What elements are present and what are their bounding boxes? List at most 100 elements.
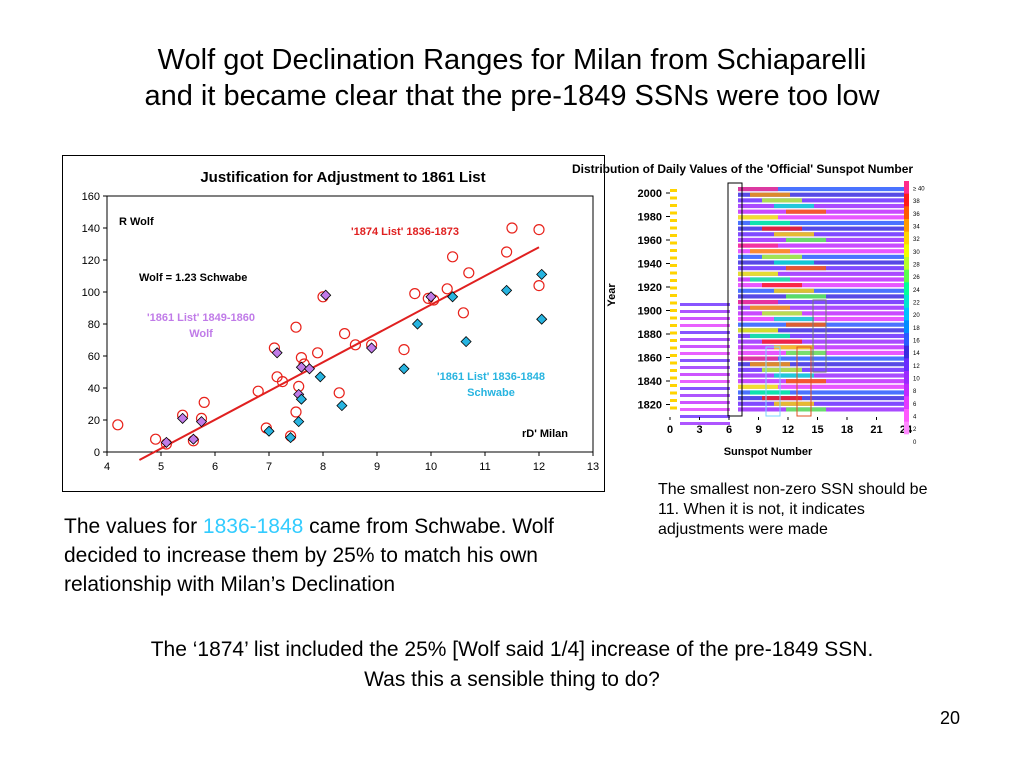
heatmap-band bbox=[738, 401, 904, 406]
fit-line bbox=[138, 246, 540, 461]
data-point-diamond-1861 bbox=[187, 433, 199, 445]
data-point-circle bbox=[441, 283, 453, 295]
heatmap-band bbox=[738, 316, 904, 322]
colorbar-segment bbox=[904, 244, 909, 258]
colorbar-segment bbox=[904, 383, 909, 397]
data-point-circle bbox=[398, 344, 410, 356]
heatmap-zero-marks bbox=[670, 264, 677, 267]
label-1861-wolf-line1: '1861 List' 1849-1860 bbox=[147, 312, 255, 324]
data-point-diamond-schwabe bbox=[336, 400, 348, 412]
bottom-line-1: The ‘1874’ list included the 25% [Wolf s… bbox=[150, 638, 874, 661]
heatmap-band-sparse bbox=[680, 324, 730, 327]
heatmap-x-tick-label: 3 bbox=[696, 424, 702, 436]
data-point-circle bbox=[295, 352, 307, 364]
heatmap-x-tick-label: 18 bbox=[841, 424, 853, 436]
body-text-part1: The values for bbox=[64, 515, 203, 538]
heatmap-band bbox=[738, 328, 904, 333]
heatmap-band-hot bbox=[774, 316, 814, 322]
heatmap-y-tick-label: 1860 bbox=[638, 353, 662, 365]
data-point-diamond-1861 bbox=[271, 347, 283, 359]
heatmap-band-sparse bbox=[680, 387, 730, 390]
heatmap-band-hot bbox=[738, 384, 778, 389]
heatmap-band bbox=[738, 367, 904, 372]
colorbar-tick-label: 12 bbox=[913, 364, 920, 370]
heatmap-band-hot bbox=[786, 350, 826, 355]
heatmap-zero-marks bbox=[670, 369, 677, 372]
heatmap-y-tick-label: 1820 bbox=[638, 400, 662, 412]
data-point-diamond-schwabe bbox=[398, 363, 410, 375]
colorbar-tick-label: 22 bbox=[913, 301, 920, 307]
slide-title: Wolf got Declination Ranges for Milan fr… bbox=[0, 42, 1024, 114]
heatmap-x-tick-label: 12 bbox=[782, 424, 794, 436]
data-point-circle bbox=[198, 396, 210, 408]
heatmap-band bbox=[738, 390, 904, 395]
y-tick-label: 100 bbox=[82, 287, 100, 299]
x-tick-label: 8 bbox=[320, 461, 326, 473]
data-point-diamond-1861 bbox=[303, 363, 316, 375]
colorbar-segment bbox=[904, 206, 909, 220]
colorbar-tick-label: 14 bbox=[913, 351, 920, 357]
heatmap-y-tick-label: 1900 bbox=[638, 306, 662, 318]
bottom-text: The ‘1874’ list included the 25% [Wolf s… bbox=[0, 635, 1024, 695]
highlight-box-gray bbox=[812, 299, 827, 373]
heatmap-zero-marks bbox=[670, 399, 677, 402]
data-point-circle bbox=[276, 376, 289, 388]
heatmap-band-sparse bbox=[680, 310, 730, 313]
heatmap-band bbox=[738, 356, 904, 361]
data-point-diamond-1861 bbox=[160, 436, 172, 448]
title-line-1: Wolf got Declination Ranges for Milan fr… bbox=[157, 44, 867, 76]
heatmap-band-hot bbox=[738, 328, 778, 333]
heatmap-zero-marks bbox=[670, 339, 677, 342]
heatmap-band bbox=[738, 198, 904, 203]
heatmap-band-hot bbox=[750, 333, 790, 339]
adjustment-note: The smallest non-zero SSN should be 11. … bbox=[658, 481, 928, 538]
data-point-diamond-schwabe bbox=[501, 284, 513, 296]
heatmap-band bbox=[738, 277, 904, 282]
colorbar-tick-label: 38 bbox=[913, 199, 920, 205]
data-point-circle bbox=[252, 385, 264, 397]
data-point-circle bbox=[457, 307, 469, 319]
heatmap-band-hot bbox=[738, 187, 778, 192]
colorbar-segment bbox=[904, 434, 909, 448]
data-point-circle bbox=[339, 328, 351, 340]
heatmap-zero-marks bbox=[670, 234, 677, 237]
colorbar-tick-label: 24 bbox=[913, 288, 920, 294]
heatmap-band bbox=[738, 220, 904, 226]
data-point-diamond-schwabe bbox=[293, 416, 305, 428]
data-point-circle bbox=[506, 222, 518, 234]
heatmap-y-tick-label: 1920 bbox=[638, 282, 662, 294]
heatmap-band-hot bbox=[786, 407, 826, 412]
heatmap-band bbox=[738, 187, 904, 192]
heatmap-zero-marks bbox=[670, 204, 677, 207]
heatmap-band bbox=[738, 362, 904, 367]
heatmap-x-tick-label: 0 bbox=[667, 424, 673, 436]
colorbar-segment bbox=[904, 307, 909, 321]
heatmap-band-hot bbox=[762, 367, 802, 372]
colorbar-segment bbox=[904, 358, 909, 372]
x-tick-label: 9 bbox=[374, 461, 380, 473]
data-point-diamond-1861 bbox=[295, 361, 307, 373]
colorbar-segment bbox=[904, 269, 909, 283]
highlight-box-blue bbox=[765, 346, 781, 417]
data-point-diamond-schwabe bbox=[536, 268, 548, 280]
colorbar-segment bbox=[904, 371, 909, 385]
heatmap-band-hot bbox=[762, 396, 802, 401]
chart-title: Justification for Adjustment to 1861 Lis… bbox=[200, 169, 485, 186]
heatmap-y-tick-label: 2000 bbox=[638, 188, 662, 200]
colorbar-tick-label: 8 bbox=[913, 389, 917, 395]
label-1861-schwabe-line2: Schwabe bbox=[467, 387, 515, 399]
colorbar-segment bbox=[904, 257, 909, 271]
colorbar-tick-label: 0 bbox=[913, 440, 917, 446]
heatmap-band-hot bbox=[774, 232, 814, 237]
data-point-circle bbox=[290, 321, 302, 333]
heatmap-band bbox=[738, 339, 904, 344]
y-axis-label: R Wolf bbox=[119, 216, 154, 228]
body-text-highlight: 1836-1848 bbox=[202, 515, 304, 538]
heatmap-band-sparse bbox=[680, 415, 730, 418]
heatmap-band-sparse bbox=[680, 408, 730, 411]
highlight-box-orange bbox=[796, 346, 812, 417]
heatmap-zero-marks bbox=[670, 241, 677, 245]
colorbar-segment bbox=[904, 320, 909, 334]
scatter-chart: Justification for Adjustment to 1861 Lis… bbox=[82, 169, 599, 473]
heatmap-band bbox=[738, 232, 904, 237]
